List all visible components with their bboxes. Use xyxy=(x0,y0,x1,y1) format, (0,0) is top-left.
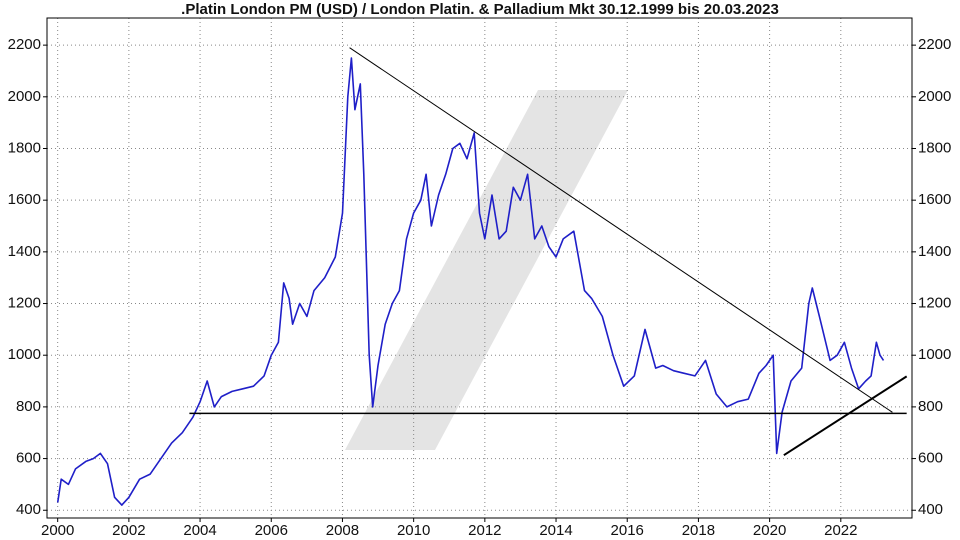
x-tick-label: 2018 xyxy=(682,522,715,539)
y2-tick-label: 800 xyxy=(918,398,943,415)
y-tick-label: 1600 xyxy=(8,191,41,208)
y2-tick-label: 2200 xyxy=(918,36,951,53)
chart-title: .Platin London PM (USD) / London Platin.… xyxy=(181,1,779,18)
y2-tick-label: 1600 xyxy=(918,191,951,208)
x-tick-label: 2000 xyxy=(41,522,74,539)
y2-tick-label: 1000 xyxy=(918,346,951,363)
y2-tick-label: 600 xyxy=(918,450,943,467)
watermark xyxy=(345,90,628,450)
y2-tick-label: 400 xyxy=(918,501,943,518)
x-tick-label: 2004 xyxy=(183,522,216,539)
y-tick-label: 1400 xyxy=(8,243,41,260)
x-tick-label: 2010 xyxy=(397,522,430,539)
x-tick-label: 2014 xyxy=(539,522,572,539)
y2-tick-label: 1800 xyxy=(918,139,951,156)
x-tick-label: 2022 xyxy=(824,522,857,539)
trend-line xyxy=(349,47,893,413)
y2-tick-label: 2000 xyxy=(918,88,951,105)
x-tick-label: 2020 xyxy=(753,522,786,539)
price-line xyxy=(56,57,885,506)
trend-line xyxy=(783,375,908,457)
x-tick-label: 2016 xyxy=(611,522,644,539)
x-tick-label: 2008 xyxy=(326,522,359,539)
y2-tick-label: 1200 xyxy=(918,294,951,311)
y-tick-label: 800 xyxy=(16,398,41,415)
plot-frame xyxy=(46,17,913,519)
x-tick-label: 2002 xyxy=(112,522,145,539)
y-tick-label: 1200 xyxy=(8,294,41,311)
y2-tick-label: 1400 xyxy=(918,243,951,260)
y-tick-label: 2200 xyxy=(8,36,41,53)
y-tick-label: 1800 xyxy=(8,139,41,156)
x-tick-label: 2012 xyxy=(468,522,501,539)
x-tick-label: 2006 xyxy=(255,522,288,539)
y-tick-label: 400 xyxy=(16,501,41,518)
y-tick-label: 1000 xyxy=(8,346,41,363)
y-tick-label: 2000 xyxy=(8,88,41,105)
y-tick-label: 600 xyxy=(16,450,41,467)
